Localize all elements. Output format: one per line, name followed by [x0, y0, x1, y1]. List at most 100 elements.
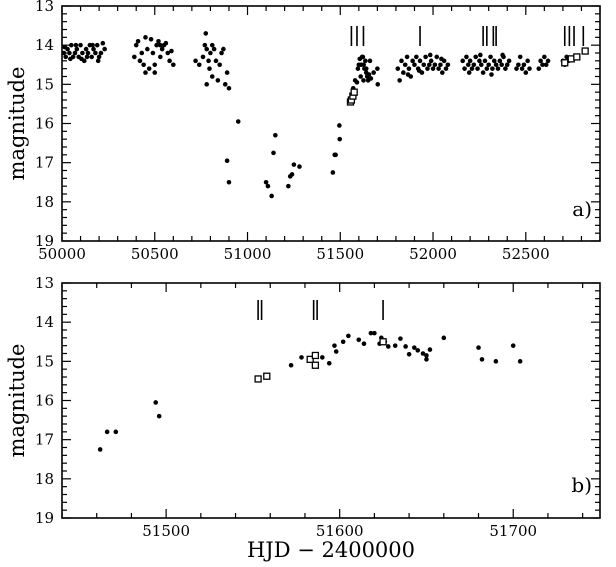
panel-a-data-point — [436, 66, 441, 71]
panel-b-data-point — [392, 343, 398, 348]
panel-b-x-tick-label: 51700 — [489, 522, 537, 540]
panel-a-data-point — [273, 132, 278, 138]
panel-a-data-point — [484, 66, 490, 71]
panel-b-y-tick-label: 15 — [35, 352, 54, 370]
panel-a-data-point — [462, 66, 467, 71]
panel-a-data-point — [490, 66, 495, 71]
panel-b-data-point — [385, 344, 391, 349]
panel-b-data-point — [510, 343, 516, 348]
panel-a-data-point — [132, 54, 137, 60]
panel-b-x-tick-label: 51500 — [142, 522, 190, 540]
panel-a-data-point — [89, 54, 94, 60]
panel-a-data-point — [445, 62, 451, 68]
panel-a-data-point — [207, 66, 212, 71]
panel-a-x-tick-label: 51000 — [224, 245, 272, 263]
panel-a-open-square-point — [561, 59, 569, 67]
panel-b-plot: 51500 51600 51700 13 14 15 16 17 18 19 — [35, 274, 601, 540]
panel-a-data-point — [361, 62, 366, 68]
panel-a-data-point — [491, 58, 497, 64]
panel-a-data-point — [94, 42, 100, 48]
panel-b-data-point — [346, 333, 351, 339]
panel-a-data-point — [410, 58, 415, 64]
panel-a-data-point — [395, 66, 401, 71]
panel-a-data-point — [90, 42, 95, 48]
panel-b-data-point — [424, 357, 429, 362]
panel-a-data-point — [102, 46, 107, 52]
panel-a-data-point — [466, 70, 472, 75]
panel-a-data-point — [165, 50, 171, 56]
panel-a-data-point — [85, 50, 91, 56]
panel-a-data-point — [486, 62, 491, 68]
panel-a-data-point — [360, 54, 366, 60]
panel-a-data-point — [226, 85, 232, 91]
panel-a-data-point — [460, 58, 466, 64]
panel-a-data-point — [366, 72, 372, 77]
panel-a-data-point — [536, 66, 542, 71]
panel-a-data-point — [146, 66, 152, 71]
panel-b-data-point — [406, 351, 412, 357]
panel-b-data-point — [288, 362, 294, 368]
panel-a-data-point — [425, 66, 430, 71]
panel-b-y-tick-label: 14 — [35, 313, 54, 331]
panel-a-data-point — [148, 36, 154, 42]
panel-b-data-point — [153, 400, 159, 405]
panel-a-data-point — [363, 66, 369, 71]
panel-a-data-point — [489, 72, 494, 77]
panel-a-x-tick-label: 51500 — [316, 245, 364, 263]
panel-a-data-point — [477, 58, 482, 64]
panel-a-data-point — [211, 46, 217, 52]
panel-a-data-point — [135, 38, 141, 44]
panel-a-data-point — [439, 56, 444, 62]
panel-a-y-axis-title: magnitude — [5, 67, 29, 181]
panel-a-data-point — [438, 62, 443, 68]
panel-a-data-point — [204, 82, 210, 87]
panel-b-y-axis-title: magnitude — [5, 344, 29, 458]
panel-a-data-point — [368, 76, 374, 81]
panel-a-data-point — [202, 42, 208, 48]
panel-a-data-point — [91, 46, 96, 52]
panel-a-data-point — [488, 54, 493, 60]
panel-a-y-tick-label: 14 — [35, 36, 54, 54]
panel-a-data-point — [154, 42, 159, 48]
panel-a-data-point — [337, 123, 342, 128]
panel-a-data-point — [156, 38, 161, 44]
panel-a-data-point — [291, 162, 297, 167]
panel-a-data-point — [440, 70, 445, 75]
panel-a-data-point — [499, 62, 504, 68]
panel-b-data-point — [493, 359, 499, 364]
panel-b-data-point — [403, 344, 408, 349]
panel-a-data-point — [213, 58, 219, 64]
panel-b-y-tick-label: 16 — [35, 392, 54, 410]
panel-b-open-square-point — [263, 372, 271, 380]
panel-a-data-point — [63, 54, 69, 60]
panel-a-data-point — [98, 50, 104, 56]
panel-a-data-point — [67, 50, 72, 56]
panel-a-data-point — [497, 58, 503, 64]
panel-a-data-point — [465, 62, 471, 68]
panel-a-data-point — [467, 58, 473, 64]
panel-a-data-point — [72, 50, 78, 56]
panel-a-data-point — [478, 62, 484, 68]
panel-a-data-point — [399, 58, 404, 64]
panel-a-data-point — [80, 50, 85, 56]
panel-a-data-point — [506, 58, 512, 64]
panel-b-data-point — [97, 447, 103, 452]
panel-a-data-point — [434, 54, 440, 60]
panel-a-data-point — [427, 62, 432, 68]
panel-a-data-point — [473, 54, 479, 60]
panel-a-y-tick-label: 19 — [35, 232, 54, 250]
panel-b-data-point — [441, 335, 447, 341]
panel-a-data-point — [363, 58, 368, 64]
panel-a-label: a) — [572, 197, 592, 221]
panel-a-data-point — [263, 179, 269, 185]
panel-b-data-point — [398, 336, 403, 341]
panel-a-data-point — [493, 62, 499, 68]
panel-a-data-point — [412, 62, 417, 68]
panel-a-data-point — [139, 50, 145, 56]
panel-a-data-point — [196, 62, 202, 68]
panel-a-data-point — [421, 62, 427, 68]
panel-a-data-point — [226, 179, 232, 185]
panel-a-open-square-point — [573, 53, 581, 61]
panel-a-data-point — [542, 54, 547, 60]
panel-b-x-axis-title: HJD − 2400000 — [247, 538, 415, 562]
